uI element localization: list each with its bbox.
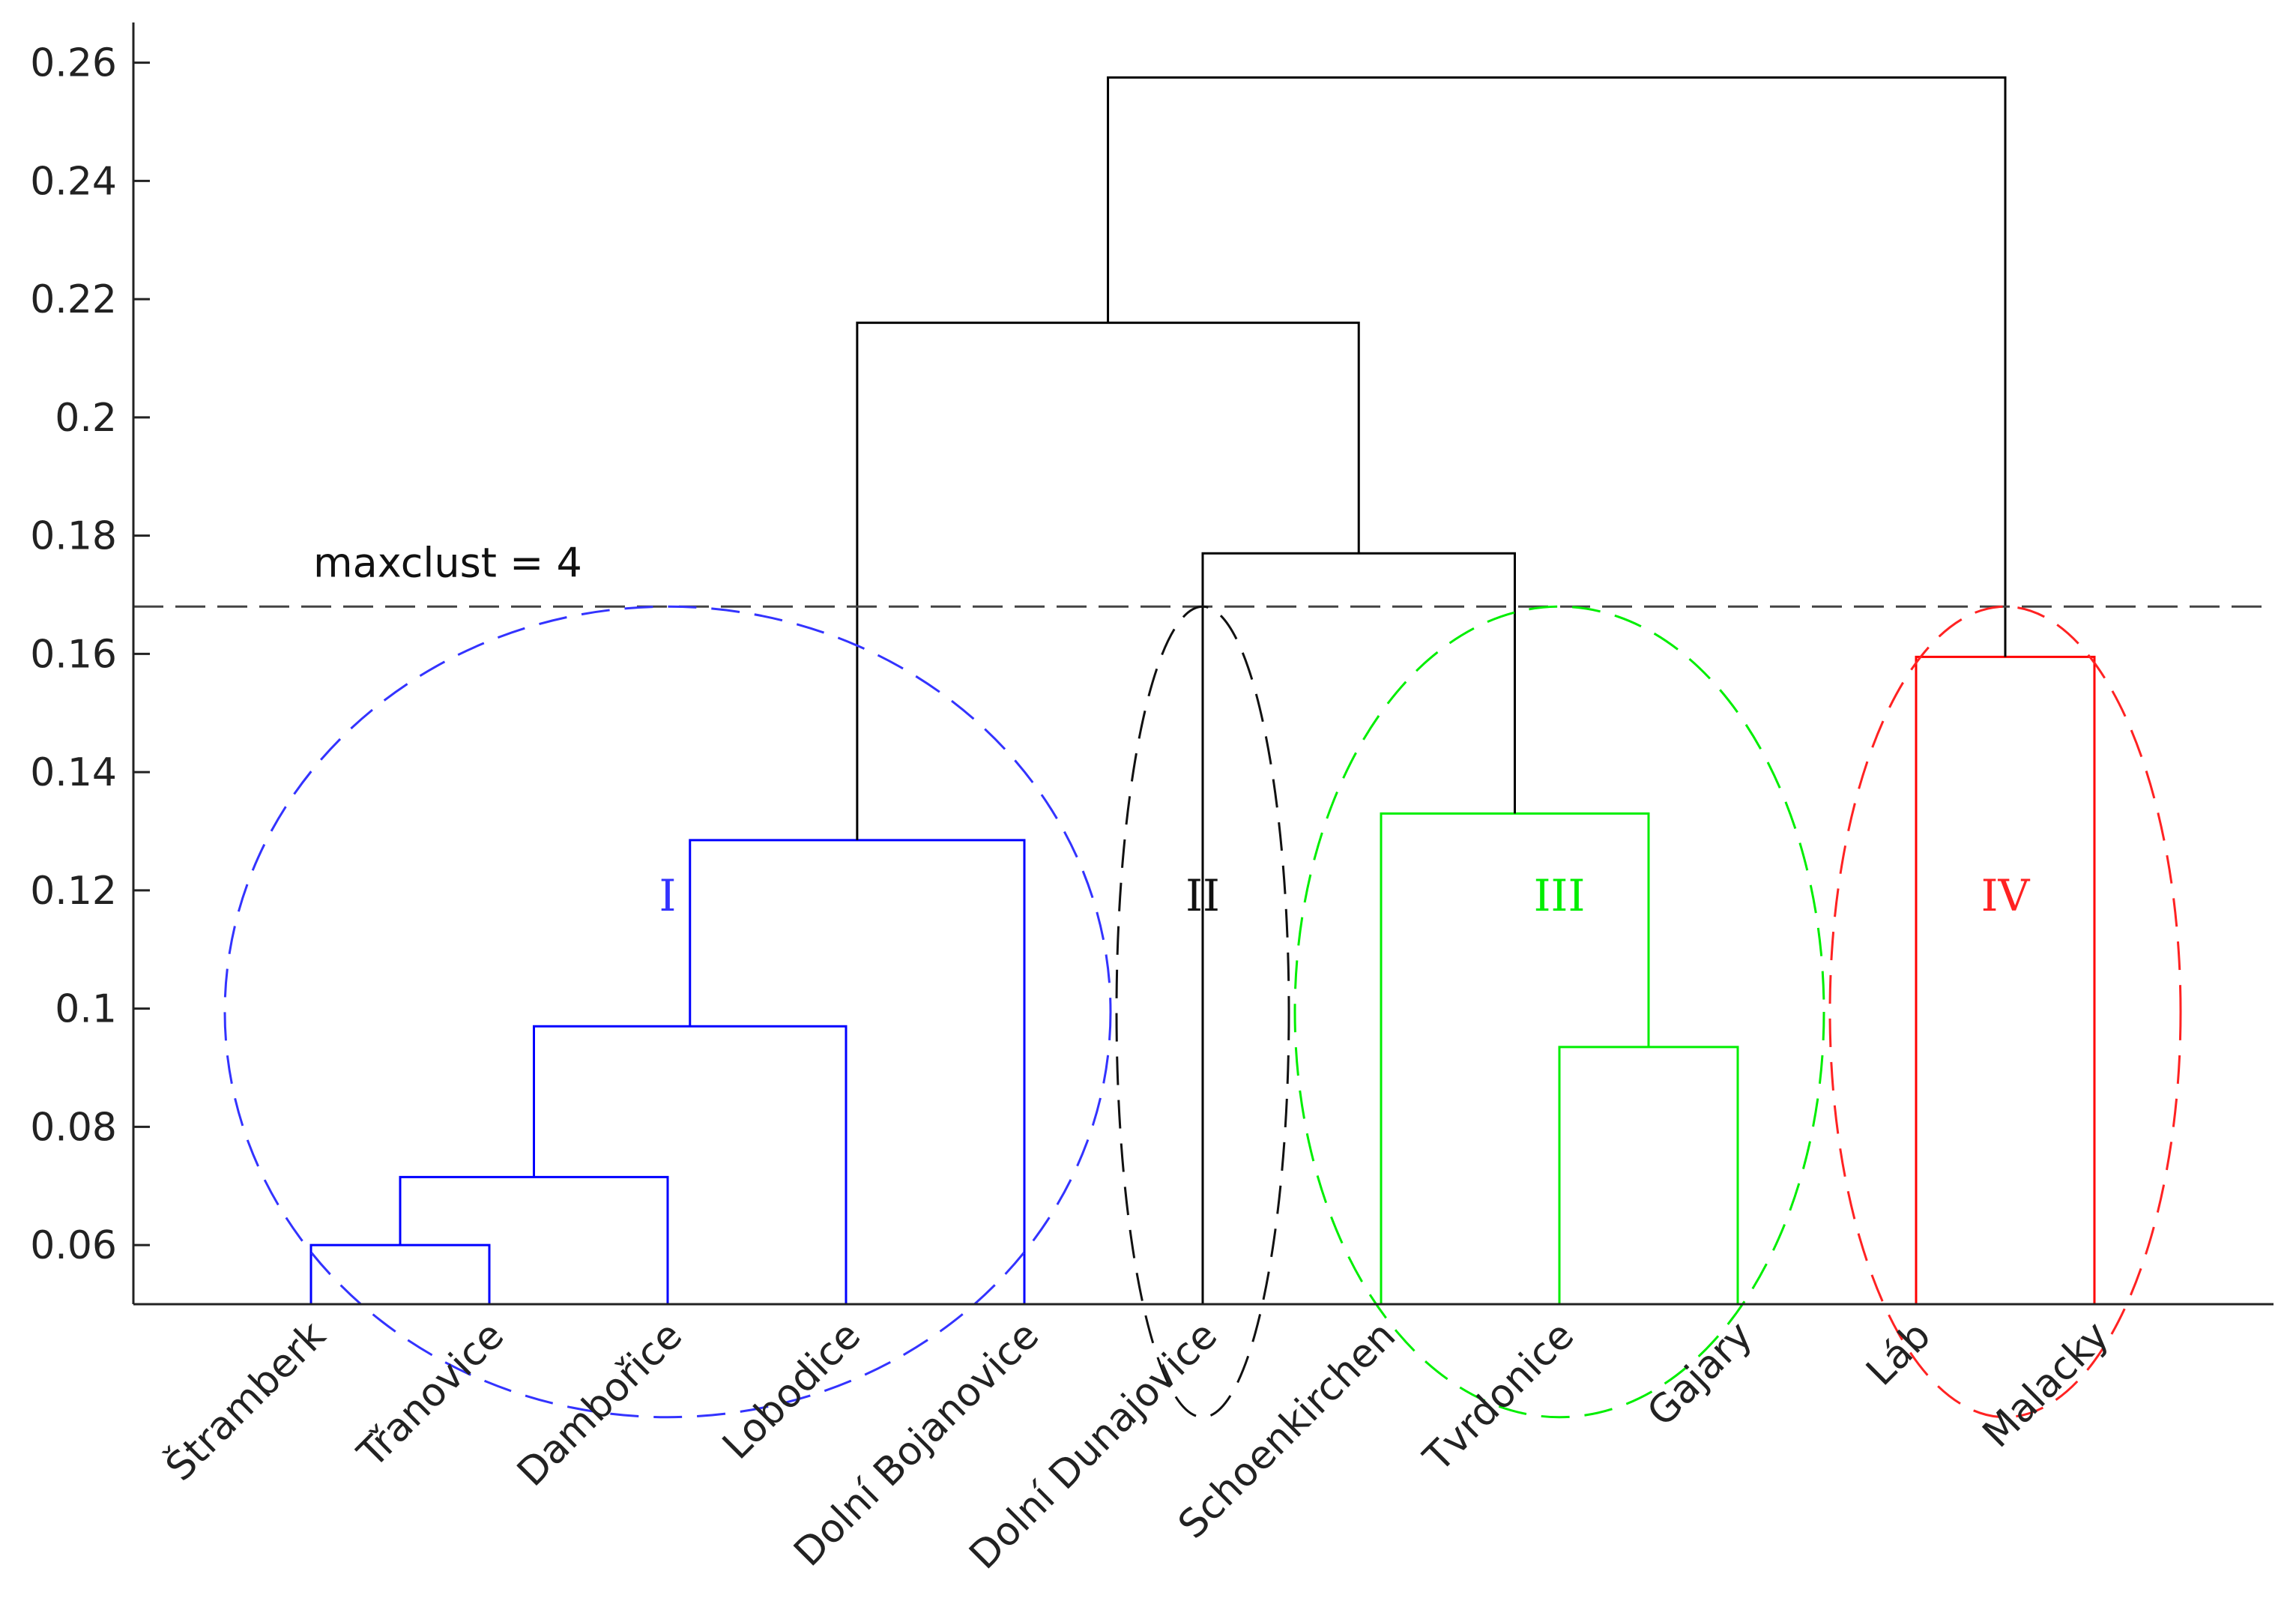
cluster-label: III: [1534, 870, 1586, 921]
y-tick-label: 0.16: [30, 632, 117, 677]
dendrogram-link: [1558, 1046, 1739, 1304]
leaf-label: Tvrdonice: [1415, 1313, 1583, 1481]
y-tick-label: 0.08: [30, 1105, 117, 1150]
y-tick-label: 0.06: [30, 1223, 117, 1268]
y-axis-ticks: 0.06 0.08 0.1 0.12 0.14 0.16 0.18 0.2 0.22 0.24 0.…: [30, 41, 150, 1268]
threshold-label: maxclust = 4: [313, 539, 582, 586]
cluster-ellipse: [223, 605, 1112, 1419]
dendrogram-link: [1107, 76, 2007, 657]
dendrogram-link: [399, 1175, 669, 1304]
y-tick-label: 0.2: [55, 396, 117, 441]
y-tick-label: 0.26: [30, 41, 117, 86]
leaf-label: Štramberk: [157, 1312, 334, 1489]
cluster-ellipse: [1293, 605, 1825, 1419]
leaf-label: Dambořice: [509, 1313, 691, 1495]
dendrogram-link: [1201, 552, 1516, 1304]
y-tick-label: 0.12: [30, 869, 117, 914]
cluster-ellipse: [1115, 605, 1290, 1419]
y-tick-label: 0.18: [30, 514, 117, 559]
cluster-ellipse: [1828, 605, 2182, 1419]
y-tick-label: 0.14: [30, 750, 117, 795]
dendrogram-links: [133, 76, 2274, 1304]
dendrogram-link: [309, 1243, 491, 1304]
y-tick-label: 0.1: [55, 987, 117, 1032]
dendrogram-link: [533, 1025, 848, 1304]
dendrogram-link: [856, 322, 1360, 840]
y-tick-label: 0.24: [30, 159, 117, 204]
leaf-label: Láb: [1858, 1313, 1939, 1395]
leaf-label: Lobodice: [714, 1313, 869, 1468]
cluster-label: II: [1185, 870, 1220, 921]
y-tick-label: 0.22: [30, 277, 117, 322]
dendrogram-link: [1915, 655, 2096, 1304]
cluster-ellipses: I II III IV: [223, 605, 2182, 1419]
leaf-label: Malacky: [1975, 1313, 2118, 1456]
cluster-label: IV: [1981, 870, 2031, 921]
axes: [132, 22, 2274, 1306]
cluster-label: I: [659, 870, 677, 921]
leaf-label: Třanovice: [349, 1313, 513, 1477]
dendrogram-link: [689, 839, 1026, 1304]
leaf-label: Gajary: [1639, 1313, 1761, 1435]
dendrogram-link: [1380, 812, 1650, 1304]
